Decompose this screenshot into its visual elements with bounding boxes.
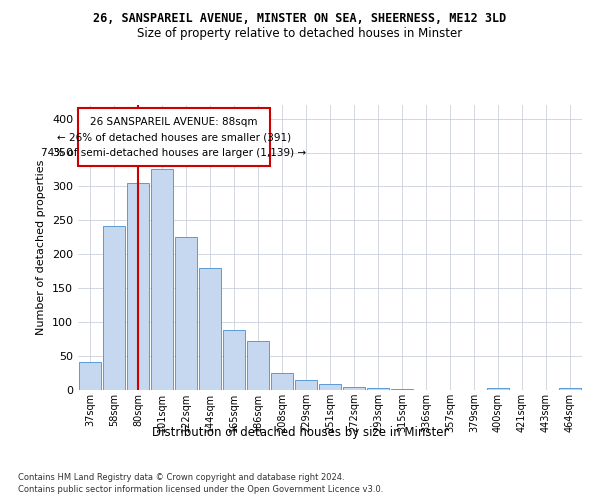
Bar xyxy=(367,388,389,390)
Y-axis label: Number of detached properties: Number of detached properties xyxy=(37,160,46,335)
Text: Distribution of detached houses by size in Minster: Distribution of detached houses by size … xyxy=(152,426,448,439)
Bar xyxy=(559,388,581,390)
Text: 26 SANSPAREIL AVENUE: 88sqm
← 26% of detached houses are smaller (391)
74% of se: 26 SANSPAREIL AVENUE: 88sqm ← 26% of det… xyxy=(41,116,307,158)
Bar xyxy=(127,183,149,390)
Bar xyxy=(223,330,245,390)
Bar xyxy=(271,373,293,390)
Bar xyxy=(79,362,101,390)
Bar xyxy=(343,386,365,390)
Bar xyxy=(247,341,269,390)
Text: 26, SANSPAREIL AVENUE, MINSTER ON SEA, SHEERNESS, ME12 3LD: 26, SANSPAREIL AVENUE, MINSTER ON SEA, S… xyxy=(94,12,506,26)
Text: Size of property relative to detached houses in Minster: Size of property relative to detached ho… xyxy=(137,28,463,40)
FancyBboxPatch shape xyxy=(78,108,270,166)
Bar xyxy=(199,268,221,390)
Text: Contains HM Land Registry data © Crown copyright and database right 2024.
Contai: Contains HM Land Registry data © Crown c… xyxy=(18,472,383,494)
Bar xyxy=(295,380,317,390)
Bar xyxy=(103,226,125,390)
Bar xyxy=(151,170,173,390)
Bar xyxy=(319,384,341,390)
Bar xyxy=(487,388,509,390)
Bar xyxy=(175,236,197,390)
